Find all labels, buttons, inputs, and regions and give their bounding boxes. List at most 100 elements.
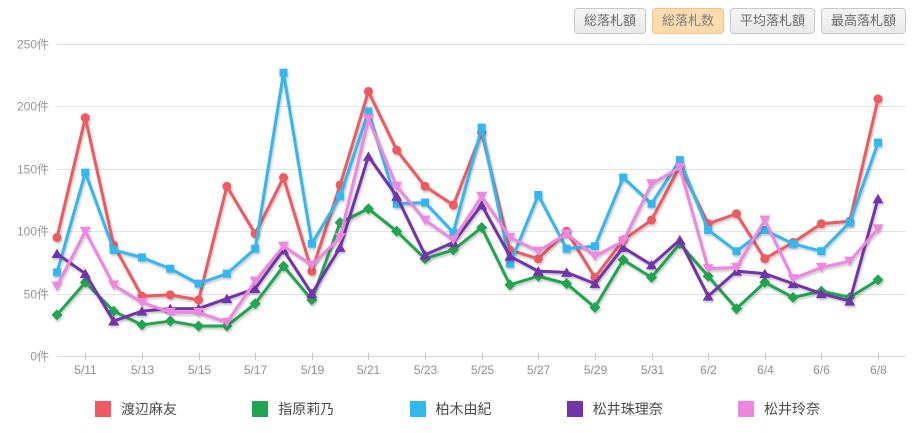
x-axis-label: 5/29 [584,363,608,377]
data-point-marker [165,290,175,300]
y-axis-label: 250件 [17,38,49,52]
data-point-marker [647,215,657,225]
x-axis-label: 5/27 [527,363,551,377]
data-point-marker [476,221,488,233]
data-point-marker [646,259,658,270]
data-point-marker [392,145,402,155]
line-chart: 0件 50件 100件 150件 200件 250件 5/11 5/13 5/15 5/17 5/1… [17,38,906,377]
series-line [55,71,880,286]
data-point-marker [222,269,231,278]
data-point-marker [759,215,771,225]
data-point-marker [420,181,430,191]
data-point-marker [108,280,120,290]
x-axis-label: 6/4 [757,363,774,377]
legend-swatch [566,401,583,417]
y-axis-label: 50件 [24,288,49,302]
series-line [55,117,880,324]
data-point-marker [362,203,374,215]
legend-item-kashiwagi: 柏木由紀 [409,399,492,419]
data-point-marker [702,291,714,301]
legend-swatch [95,401,111,417]
legend-swatch [252,401,269,417]
data-point-marker [787,274,799,284]
x-axis-label: 5/13 [131,363,155,377]
data-point-marker [194,279,203,288]
data-point-marker [447,235,459,245]
data-point-marker [815,262,827,273]
data-point-marker [874,138,882,147]
data-point-marker [532,266,544,276]
metric-button-max-amount[interactable]: 最高落札額 [820,8,906,34]
data-point-marker [476,199,488,210]
data-point-marker [194,295,204,305]
data-point-marker [306,288,318,299]
y-axis-label: 150件 [17,163,49,177]
data-point-marker [815,288,827,299]
data-point-marker [108,316,120,326]
data-point-marker [51,281,63,292]
x-axis-label: 5/11 [74,363,97,377]
data-point-marker [617,254,629,266]
x-axis-label: 5/23 [414,363,438,377]
data-point-marker [221,317,233,328]
data-point-marker [731,209,741,219]
data-point-marker [306,260,318,270]
data-point-marker [81,168,90,177]
data-point-marker [336,192,345,201]
metric-button-avg-amount[interactable]: 平均落札額 [729,8,815,34]
data-point-marker [504,251,516,261]
data-point-marker [759,268,771,279]
chart-legend: 渡辺麻友 指原莉乃 柏木由紀 松井珠理奈 松井玲奈 [95,399,820,419]
series-line [55,207,880,328]
data-point-marker [619,173,628,182]
data-point-marker [391,225,403,237]
data-point-marker [307,266,317,276]
data-point-marker [816,219,826,229]
data-point-marker [222,181,232,191]
legend-label: 松井珠理奈 [592,401,663,417]
data-point-marker [872,224,884,234]
data-point-marker [249,283,261,294]
data-point-marker [421,198,430,207]
x-axis-label: 5/31 [641,363,665,377]
data-point-marker [391,181,403,192]
legend-item-watanabe: 渡辺麻友 [95,399,177,419]
data-point-marker [80,113,90,123]
chart-canvas: 0件 50件 100件 150件 200件 250件 5/11 5/13 5/15 5/17 5/1… [17,38,906,377]
data-point-marker [561,267,573,277]
x-axis-label: 5/25 [471,363,495,377]
data-point-marker [476,191,488,202]
metric-toolbar: 総落札額 総落札数 平均落札額 最高落札額 [573,8,906,34]
data-point-marker [447,244,459,256]
data-point-marker [52,232,62,242]
data-point-marker [561,278,573,290]
series-柏木由紀 [53,68,882,288]
data-point-marker [277,260,289,272]
legend-item-sashihara: 指原莉乃 [252,399,334,419]
data-point-marker [589,301,601,313]
data-point-marker [646,179,658,189]
data-point-marker [136,306,148,316]
metric-button-total-count[interactable]: 総落札数 [651,8,724,34]
data-point-marker [732,247,741,256]
data-point-marker [166,264,175,273]
data-point-marker [561,229,573,239]
data-point-marker [505,259,514,268]
metric-button-total-amount[interactable]: 総落札額 [573,8,646,34]
legend-swatch [738,401,754,417]
data-point-marker [448,200,458,210]
data-point-marker [730,262,742,273]
data-point-marker [51,248,63,259]
data-point-marker [137,253,146,262]
data-point-marker [647,199,656,208]
data-point-marker [334,232,346,243]
data-point-marker [362,151,374,161]
data-point-marker [504,232,516,243]
legend-label: 渡辺麻友 [121,401,177,417]
data-point-marker [279,68,288,77]
data-point-marker [392,199,401,208]
data-point-marker [278,173,288,183]
data-point-marker [221,293,233,304]
data-point-marker [193,320,205,332]
x-axis-label: 5/15 [188,363,212,377]
